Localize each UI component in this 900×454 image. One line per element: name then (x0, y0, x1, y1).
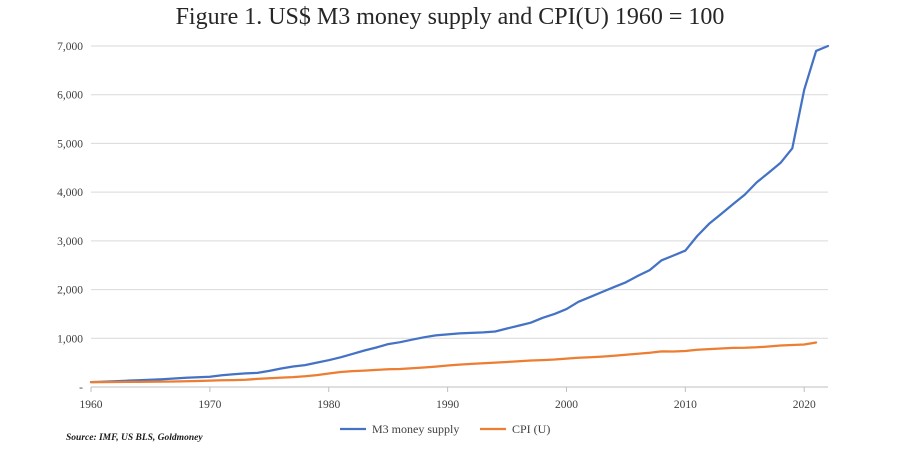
x-tick-label: 2020 (793, 399, 816, 411)
series-line-m3 (89, 44, 830, 384)
y-tick-label: 5,000 (57, 138, 83, 150)
y-tick-label: 6,000 (57, 90, 83, 102)
y-tick-label: - (79, 382, 83, 394)
x-tick-label: 2000 (555, 399, 578, 411)
series-lines (89, 44, 830, 384)
x-tick-label: 1980 (317, 399, 340, 411)
y-tick-label: 7,000 (57, 41, 83, 53)
gridlines (91, 45, 828, 339)
y-tick-label: 1,000 (57, 333, 83, 345)
x-tick-label: 1990 (436, 399, 459, 411)
source-note: Source: IMF, US BLS, Goldmoney (66, 433, 203, 443)
x-tick-label: 1960 (80, 399, 103, 411)
y-tick-label: 4,000 (57, 187, 83, 199)
legend-label: M3 money supply (372, 422, 459, 436)
legend: M3 money supply CPI (U) (340, 422, 550, 436)
chart-title: Figure 1. US$ M3 money supply and CPI(U)… (175, 4, 725, 30)
y-tick-label: 3,000 (57, 236, 83, 248)
legend-label: CPI (U) (512, 422, 550, 436)
x-tick-label: 1970 (198, 399, 221, 411)
series-line-cpi (89, 341, 818, 384)
axes: - 1,000 2,000 3,000 4,000 5,000 6,000 7,000 1960… (57, 41, 828, 411)
x-tick-label: 2010 (674, 399, 697, 411)
y-tick-label: 2,000 (57, 285, 83, 297)
